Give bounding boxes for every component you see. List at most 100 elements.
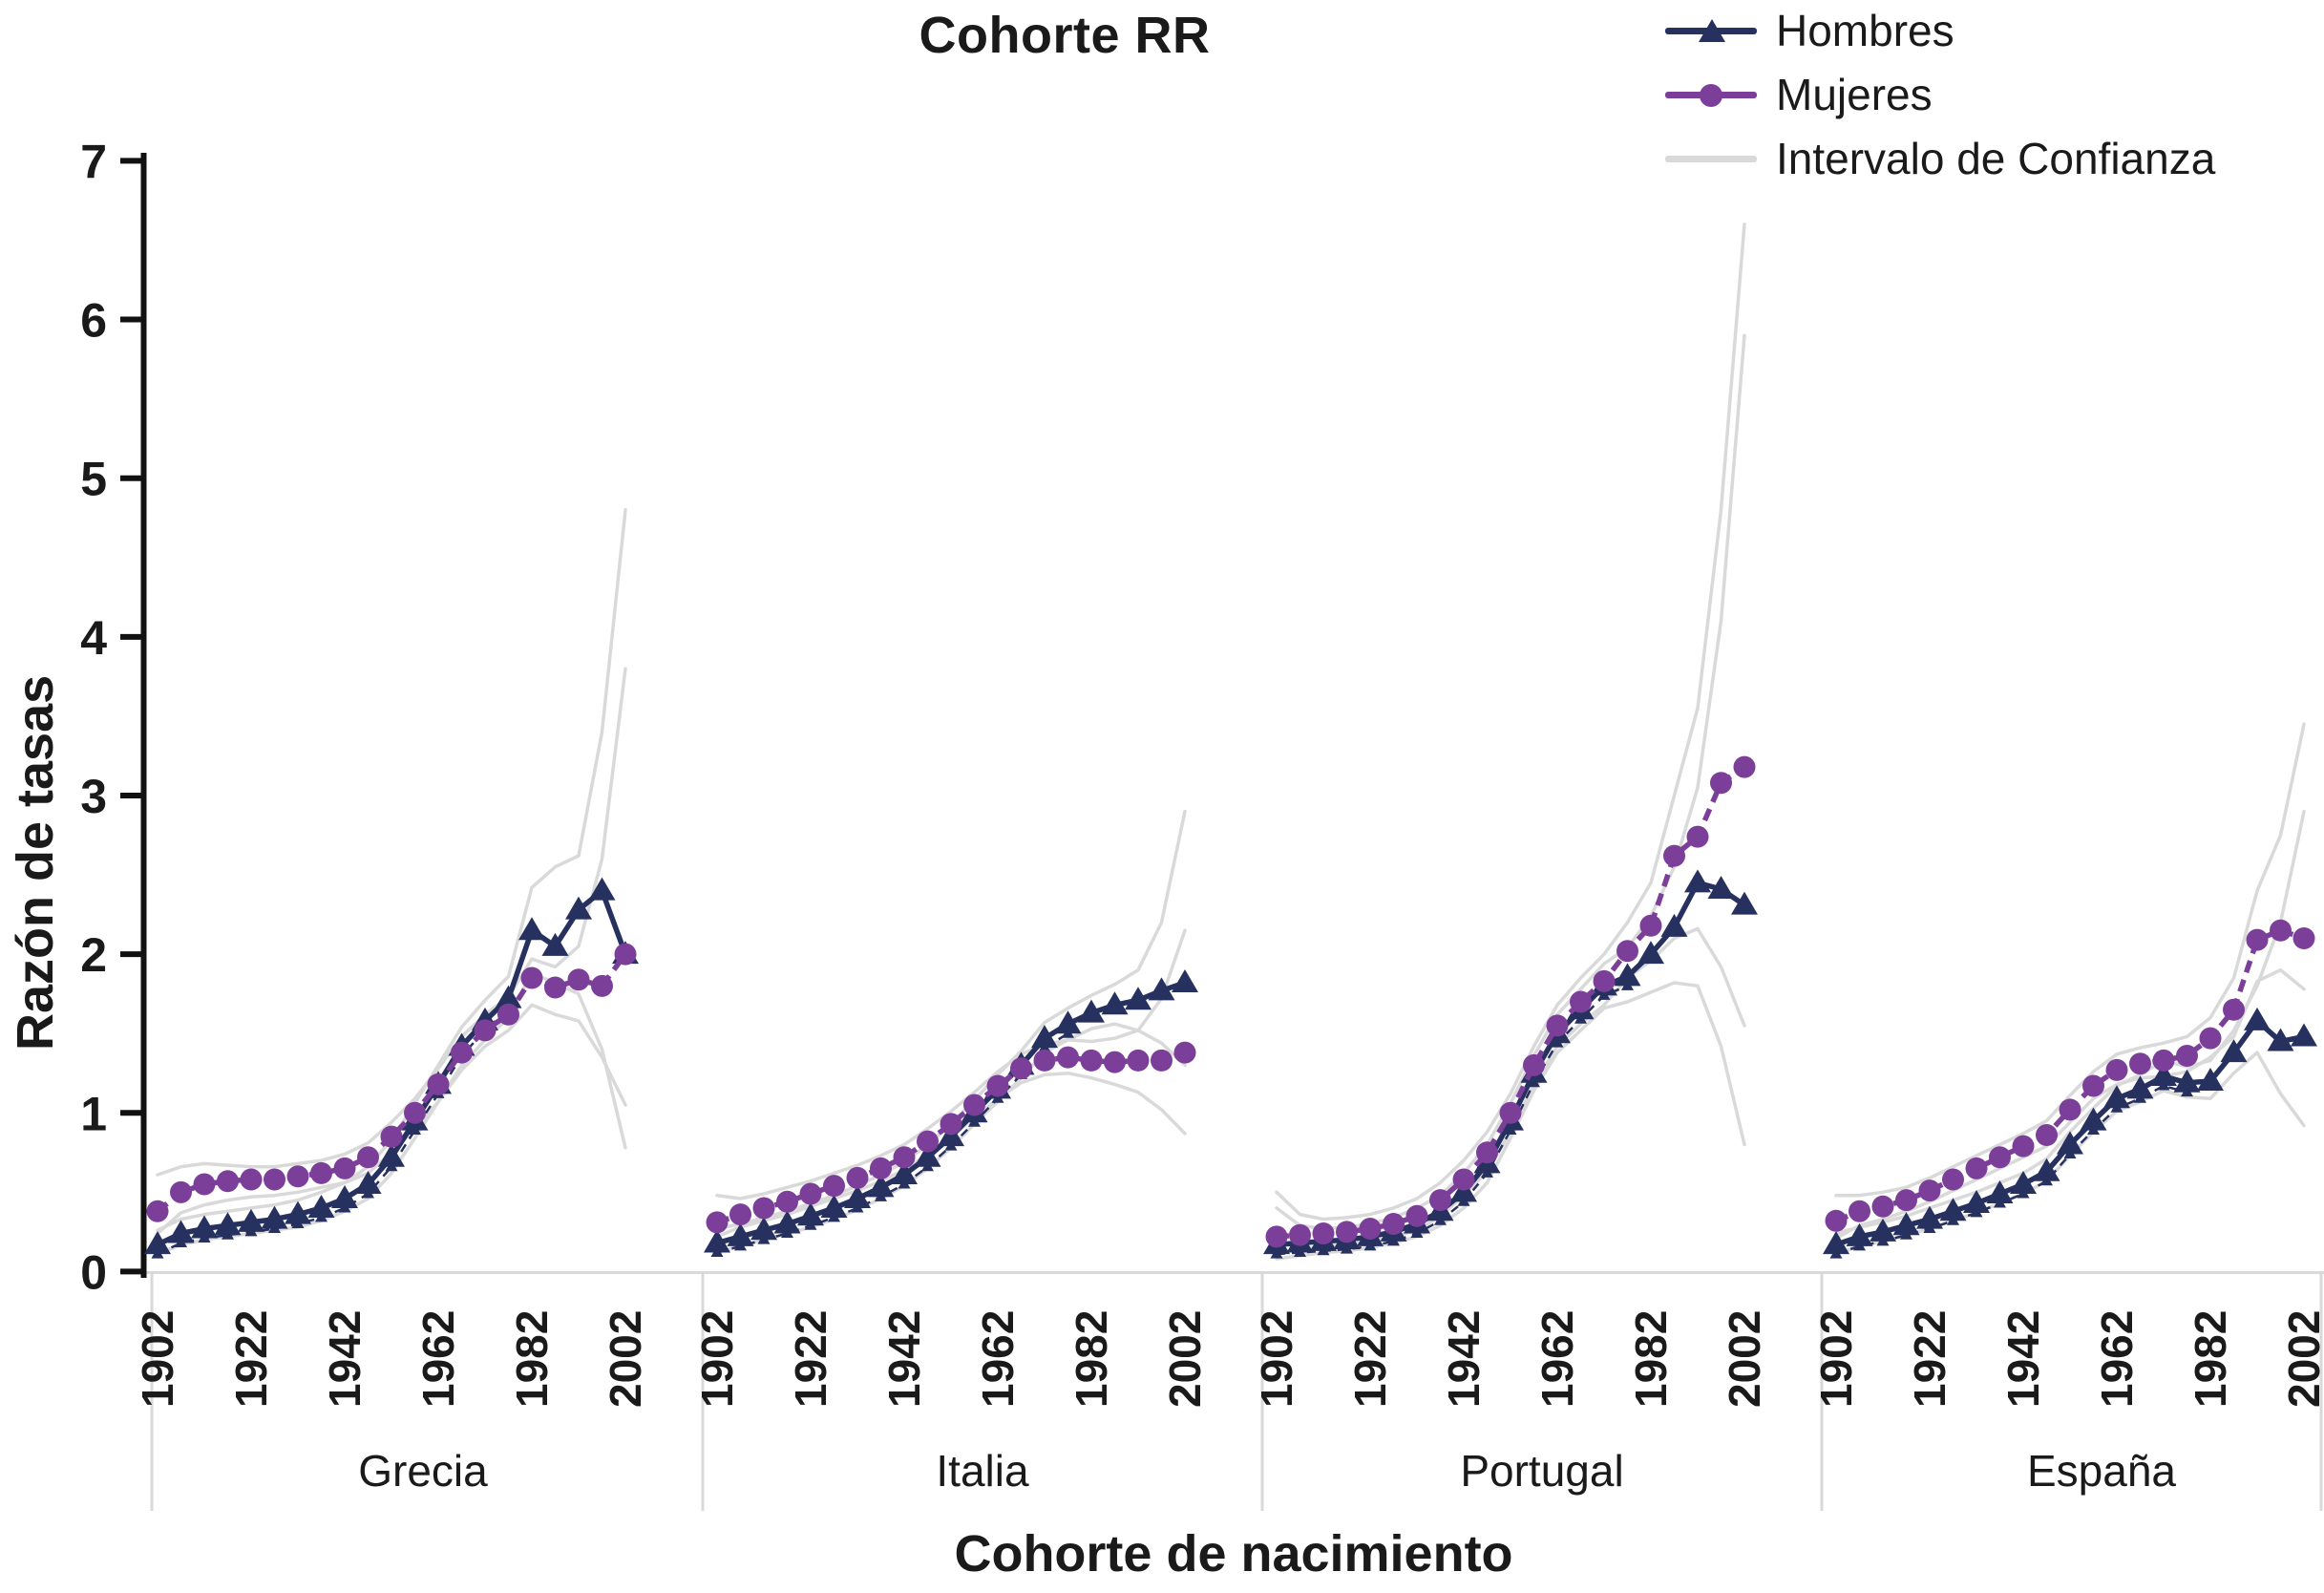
- circle-marker: [870, 1157, 892, 1179]
- x-tick-label: 2002: [1160, 1310, 1210, 1408]
- circle-marker: [1010, 1057, 1032, 1080]
- triangle-marker: [2033, 1158, 2060, 1181]
- x-tick-label: 1962: [973, 1310, 1023, 1408]
- x-tick-label: 1902: [1811, 1310, 1861, 1408]
- circle-marker: [1989, 1146, 2011, 1169]
- circle-marker: [1710, 772, 1732, 795]
- circle-marker: [752, 1197, 775, 1220]
- triangle-marker: [541, 932, 569, 956]
- panel-country-label: Portugal: [1460, 1446, 1623, 1496]
- legend-label-confianza: Intervalo de Confianza: [1776, 134, 2216, 183]
- x-tick-label: 1922: [226, 1310, 276, 1408]
- circle-marker: [1895, 1189, 1917, 1212]
- triangle-marker: [1078, 999, 1105, 1023]
- triangle-marker: [704, 1229, 730, 1253]
- circle-marker: [1825, 1209, 1848, 1232]
- circle-marker: [1849, 1200, 1870, 1222]
- circle-marker: [614, 943, 637, 966]
- confidence-interval-line-icon: [1665, 137, 1757, 181]
- x-tick-label: 1942: [320, 1310, 370, 1408]
- y-tick-label: 4: [80, 611, 107, 665]
- triangle-marker: [1125, 987, 1151, 1010]
- circle-marker: [2059, 1098, 2081, 1121]
- hombres-dashed-line: [716, 1032, 1069, 1254]
- ci-line-hombres_lower: [1275, 981, 1746, 1261]
- triangle-marker: [1148, 977, 1175, 1001]
- ci-line-mujeres_upper: [156, 667, 627, 1177]
- circle-marker: [1593, 969, 1616, 992]
- triangle-marker: [891, 1161, 918, 1185]
- triangle-marker: [2010, 1171, 2037, 1195]
- triangle-marker: [1870, 1218, 1896, 1242]
- triangle-marker: [518, 917, 545, 941]
- circle-marker: [1336, 1221, 1358, 1243]
- circle-marker: [846, 1166, 869, 1189]
- y-tick-label: 2: [80, 928, 107, 982]
- triangle-marker: [1614, 963, 1641, 987]
- triangle-marker: [1986, 1179, 2014, 1203]
- circle-marker: [1639, 914, 1662, 937]
- circle-marker: [1616, 940, 1638, 963]
- triangle-marker: [1823, 1231, 1849, 1255]
- circle-marker: [893, 1146, 916, 1169]
- x-tick-label: 1922: [786, 1310, 835, 1408]
- panel-country-label: Grecia: [358, 1446, 488, 1496]
- triangle-marker: [2150, 1063, 2177, 1087]
- triangle-marker: [588, 877, 616, 901]
- circle-marker: [1405, 1204, 1428, 1227]
- x-tick-label: 1902: [1252, 1310, 1301, 1408]
- circle-marker: [240, 1168, 263, 1191]
- triangle-marker: [2057, 1131, 2083, 1155]
- circle-marker: [799, 1182, 822, 1205]
- triangle-marker: [797, 1202, 824, 1226]
- circle-marker: [2012, 1135, 2035, 1158]
- x-tick-label: 1902: [692, 1310, 742, 1408]
- circle-marker: [1127, 1049, 1150, 1072]
- hombres-dashed-line: [1276, 985, 1628, 1256]
- circle-marker: [264, 1168, 285, 1191]
- circle-marker: [1476, 1141, 1498, 1164]
- x-tick-label: 2002: [1720, 1310, 1769, 1408]
- circle-marker: [2199, 1027, 2222, 1050]
- triangle-marker: [495, 985, 522, 1009]
- circle-marker: [1289, 1223, 1311, 1246]
- circle-marker: [1499, 1101, 1522, 1124]
- circle-marker: [2036, 1124, 2058, 1147]
- mujeres-circle-line-icon: [1665, 73, 1757, 117]
- x-tick-label: 1962: [2092, 1310, 2142, 1408]
- circle-marker: [1173, 1041, 1196, 1064]
- triangle-marker: [2173, 1069, 2201, 1093]
- panel-country-label: España: [2027, 1446, 2176, 1496]
- circle-marker: [286, 1165, 309, 1188]
- triangle-marker: [1660, 913, 1688, 937]
- circle-marker: [1057, 1046, 1079, 1069]
- circle-marker: [823, 1175, 845, 1198]
- circle-marker: [1570, 990, 1592, 1013]
- hombres-dashed-line: [1835, 1084, 2187, 1256]
- triangle-marker: [727, 1222, 754, 1246]
- triangle-marker: [2291, 1023, 2317, 1047]
- triangle-marker: [1731, 891, 1758, 915]
- x-tick-label: 1982: [2186, 1310, 2235, 1408]
- triangle-marker: [820, 1194, 848, 1218]
- legend: Hombres Mujeres Intervalo de Confianza: [1665, 4, 2215, 196]
- circle-marker: [1383, 1213, 1405, 1236]
- circle-marker: [2246, 928, 2269, 951]
- triangle-marker: [307, 1194, 335, 1218]
- legend-item-confianza: Intervalo de Confianza: [1665, 132, 2215, 185]
- y-tick-label: 6: [80, 294, 107, 348]
- ci-line-mujeres_upper: [715, 928, 1187, 1200]
- x-tick-label: 1962: [1532, 1310, 1582, 1408]
- x-tick-label: 1942: [879, 1310, 929, 1408]
- triangle-marker: [773, 1210, 801, 1234]
- circle-marker: [1871, 1195, 1894, 1218]
- triangle-marker: [238, 1208, 264, 1232]
- x-tick-label: 1922: [1345, 1310, 1395, 1408]
- x-tick-label: 1982: [1626, 1310, 1676, 1408]
- legend-item-mujeres: Mujeres: [1665, 68, 2215, 121]
- triangle-marker: [354, 1171, 382, 1195]
- circle-marker: [2292, 927, 2315, 950]
- ci-line-mujeres_lower: [1834, 967, 2306, 1241]
- circle-marker: [1686, 825, 1709, 848]
